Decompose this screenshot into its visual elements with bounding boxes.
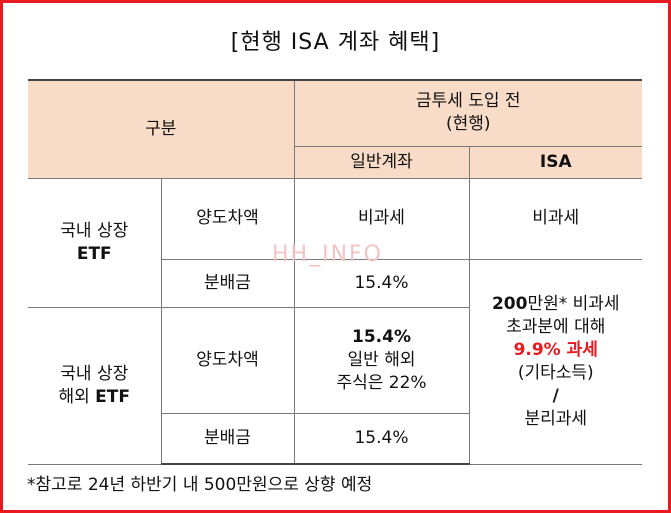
row-sublabel-dividends: 분배금 <box>161 258 295 308</box>
header-row-2: 일반계좌 ISA <box>28 145 642 179</box>
row-label-domestic-etf: 국내 상장 ETF <box>28 177 162 308</box>
header-row-1: 구분 금투세 도입 전 (현행) <box>28 79 642 179</box>
cell-isa-dividends-foreign: 200만원* 비과세 초과분에 대해 9.9% 과세 (기타소득) / 분리과세 <box>468 258 642 465</box>
footnote: *참고로 24년 하반기 내 500만원으로 상향 예정 <box>27 475 373 495</box>
table-row: 분배금 15.4% 200만원* 비과세 초과분에 대해 9.9% 과세 (기타… <box>28 258 642 465</box>
row-sublabel-capital-gains: 양도차액 <box>160 306 295 414</box>
header-general-account: 일반계좌 <box>294 145 470 179</box>
header-isa: ISA <box>468 145 642 179</box>
cell-general-domestic-gains: 비과세 <box>293 177 470 260</box>
row-label-foreign-etf: 국내 상장 해외 ETF <box>28 306 162 465</box>
cell-general-domestic-dividends: 15.4% <box>293 258 470 308</box>
table-row: 분배금 15.4% <box>28 412 642 465</box>
header-group: 금투세 도입 전 (현행) <box>293 79 642 147</box>
cell-general-foreign-gains: 15.4% 일반 해외 주식은 22% <box>293 306 469 414</box>
cell-general-foreign-dividends: 15.4% <box>293 412 469 465</box>
isa-benefits-table: 구분 금투세 도입 전 (현행) 일반계좌 ISA 국내 상장 ETF 양도차액… <box>28 79 642 465</box>
cell-isa-domestic-gains: 비과세 <box>468 177 642 260</box>
table-row: 국내 상장 해외 ETF 양도차액 15.4% 일반 해외 주식은 22% <box>28 306 642 465</box>
table-row: 국내 상장 ETF 양도차액 비과세 비과세 <box>28 177 642 308</box>
page-title: [현행 ISA 계좌 혜택] <box>230 30 441 55</box>
header-category: 구분 <box>28 79 295 179</box>
row-sublabel-dividends: 분배금 <box>161 412 295 465</box>
row-sublabel-capital-gains: 양도차액 <box>160 177 295 260</box>
